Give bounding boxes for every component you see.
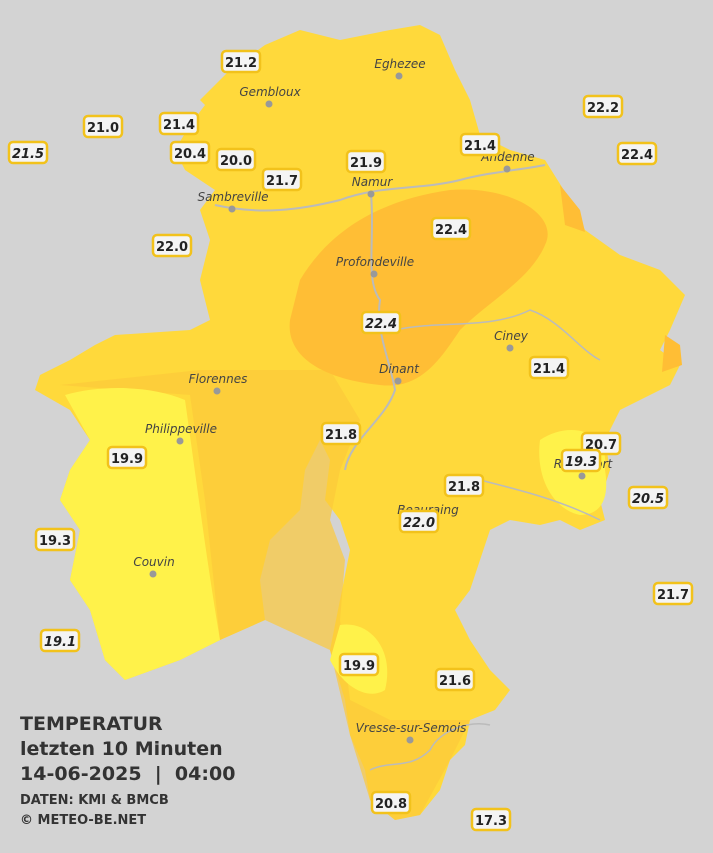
legend-title: TEMPERATUR (20, 713, 163, 735)
station-box (627, 485, 669, 510)
river (394, 309, 601, 361)
place-dot (370, 270, 378, 278)
station-box (7, 140, 49, 165)
place-dot (503, 165, 511, 173)
station-box (220, 49, 262, 74)
place-dot (367, 190, 375, 198)
river (479, 479, 601, 521)
station-value: 21.9 (350, 156, 382, 171)
place-dot (228, 205, 236, 213)
hot-zone (289, 189, 548, 386)
station-value: 17.3 (475, 814, 507, 829)
station-box (582, 94, 624, 119)
place-dot (578, 472, 586, 480)
station-box (560, 448, 602, 473)
station-value: 19.9 (343, 659, 375, 674)
place-dot (213, 387, 221, 395)
station-box (360, 310, 402, 335)
station-box (82, 114, 124, 139)
legend-subtitle: letzten 10 Minuten (20, 738, 223, 760)
station-value: 21.4 (163, 118, 195, 133)
station-value: 21.4 (533, 362, 565, 377)
station-value: 22.4 (621, 148, 653, 163)
place-label: Sambreville (197, 190, 268, 204)
station-box (443, 473, 485, 498)
warm-spot (560, 185, 585, 232)
station-value: 21.7 (657, 588, 689, 603)
place-label: Profondeville (336, 255, 414, 269)
river (214, 164, 546, 212)
station-value: 22.0 (156, 240, 188, 255)
station-box (338, 652, 380, 677)
station-box (345, 149, 387, 174)
station-value: 19.3 (39, 534, 71, 549)
river (369, 723, 491, 771)
legend: TEMPERATUR letzten 10 Minuten 14-06-2025… (20, 713, 235, 828)
station-box (652, 581, 694, 606)
place-label: Namur (352, 175, 394, 189)
place-dot (394, 377, 402, 385)
station-box (370, 790, 412, 815)
place-dot (506, 344, 514, 352)
place-label: Ciney (494, 329, 529, 343)
place-label: Vresse-sur-Semois (356, 721, 467, 735)
warm-zone (60, 370, 470, 820)
station-value: 21.8 (448, 480, 480, 495)
cool-zone (60, 388, 220, 680)
station-box (261, 167, 303, 192)
station-box (158, 111, 200, 136)
station-box (320, 421, 362, 446)
station-value: 20.0 (220, 154, 252, 169)
station-box (215, 147, 257, 172)
station-value: 21.8 (325, 428, 357, 443)
place-dot (265, 100, 273, 108)
place-label: Dinant (379, 362, 420, 376)
place-label: Couvin (133, 555, 174, 569)
station-value: 21.2 (225, 56, 257, 71)
place-dot (395, 72, 403, 80)
legend-copyright: © METEO-BE.NET (20, 813, 146, 828)
station-value: 21.0 (87, 121, 119, 136)
station-value: 21.7 (266, 174, 298, 189)
station-value: 22.0 (403, 516, 435, 531)
legend-datetime: 14-06-2025 | 04:00 (20, 763, 235, 785)
place-dot (406, 736, 414, 744)
station-value: 21.5 (12, 147, 44, 162)
station-box (39, 628, 81, 653)
station-value: 19.3 (565, 455, 597, 470)
river (344, 193, 397, 471)
station-box (459, 132, 501, 157)
station-box (616, 141, 658, 166)
place-label: Eghezee (374, 57, 425, 71)
place-label: Gembloux (239, 85, 301, 99)
station-value: 22.2 (587, 101, 619, 116)
station-box (106, 445, 148, 470)
station-value: 19.9 (111, 452, 143, 467)
station-value: 20.8 (375, 797, 407, 812)
place-label: Philippeville (145, 422, 217, 436)
station-value: 21.6 (439, 674, 471, 689)
station-value: 20.4 (174, 147, 206, 162)
station-value: 21.4 (464, 139, 496, 154)
place-dot (176, 437, 184, 445)
warm-spot (662, 335, 682, 372)
legend-source: DATEN: KMI & BMCB (20, 793, 169, 808)
station-box (470, 807, 512, 832)
station-value: 20.5 (632, 492, 664, 507)
place-dot (149, 570, 157, 578)
station-value: 19.1 (44, 635, 76, 650)
station-box (398, 509, 440, 534)
station-box (430, 216, 472, 241)
station-value: 22.4 (365, 317, 397, 332)
station-box (151, 233, 193, 258)
station-box (169, 140, 211, 165)
station-box (434, 667, 476, 692)
station-box (528, 355, 570, 380)
station-box (34, 527, 76, 552)
place-label: Florennes (189, 372, 248, 386)
station-value: 22.4 (435, 223, 467, 238)
